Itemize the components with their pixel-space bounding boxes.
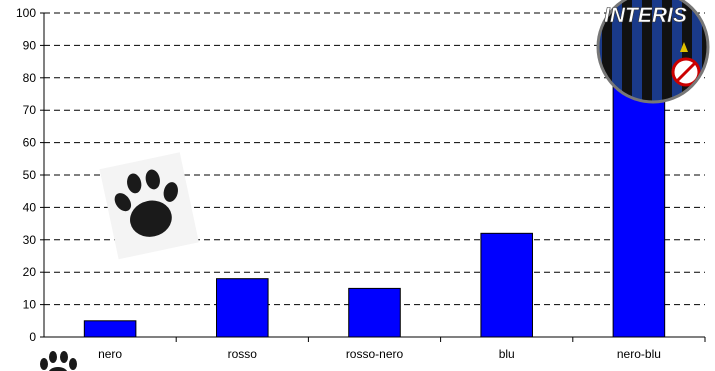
- bar-rosso-nero: [348, 287, 401, 338]
- bar-blu: [480, 232, 533, 338]
- paw-print-icon-small: [40, 351, 77, 371]
- x-tick-label: rosso-nero: [346, 347, 404, 361]
- x-tick-label: nero-blu: [617, 347, 661, 361]
- y-tick-label: 30: [23, 233, 37, 247]
- bar-nero: [83, 320, 137, 338]
- y-tick-label: 70: [23, 103, 37, 117]
- y-tick-label: 0: [29, 330, 36, 344]
- badge-text: INTERIS: [604, 4, 687, 27]
- y-tick-label: 20: [23, 265, 37, 279]
- y-axis: 0 10 20 30 40 50 60 70 80 90 100: [16, 6, 45, 344]
- y-tick-label: 80: [23, 71, 37, 85]
- inter-badge-icon: INTERIS: [596, 0, 710, 104]
- bars: [83, 64, 666, 338]
- x-tick-label: rosso: [228, 347, 258, 361]
- y-tick-label: 50: [23, 168, 37, 182]
- x-axis: nero rosso rosso-nero blu nero-blu: [44, 336, 706, 361]
- y-tick-label: 10: [23, 298, 37, 312]
- x-tick-label: blu: [499, 347, 515, 361]
- y-tick-label: 100: [16, 6, 36, 20]
- y-tick-label: 60: [23, 136, 37, 150]
- x-tick-label: nero: [98, 347, 122, 361]
- paw-print-icon: [99, 152, 199, 260]
- y-tick-label: 90: [23, 38, 37, 52]
- bar-rosso: [216, 278, 269, 338]
- y-tick-label: 40: [23, 200, 37, 214]
- bar-nero-blu: [612, 64, 666, 338]
